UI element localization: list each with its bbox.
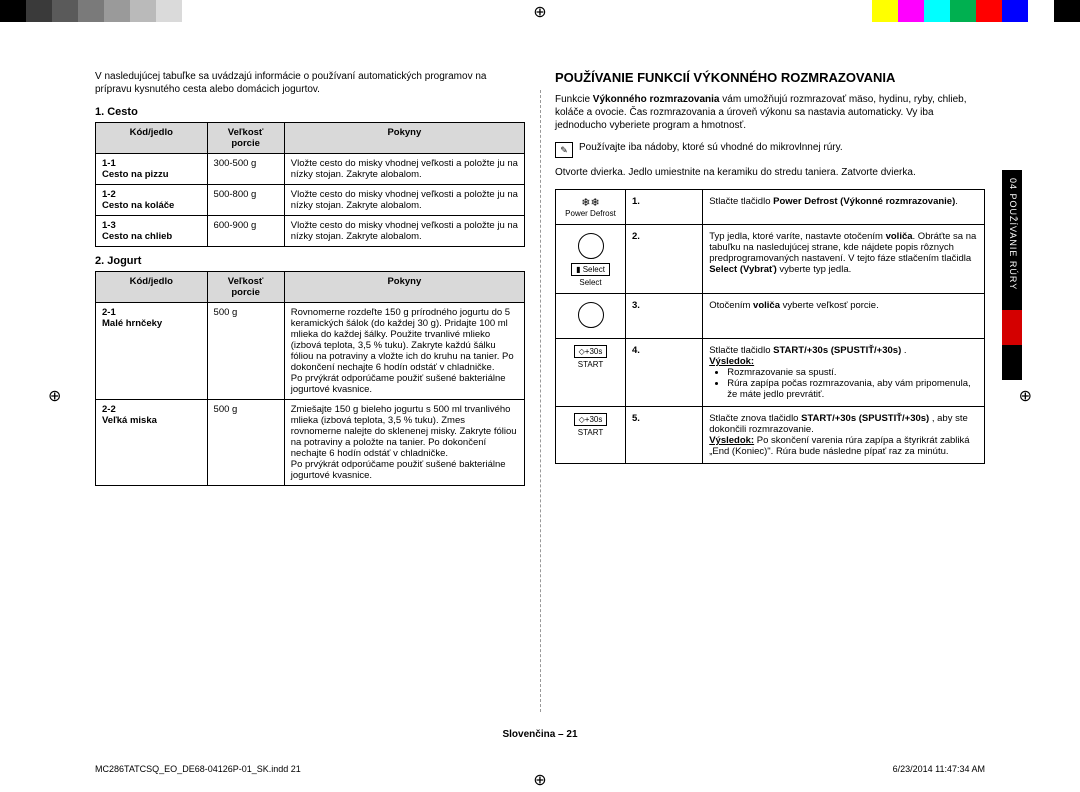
reg-bottom: ⊕	[533, 770, 546, 790]
section1-title: 1. Cesto	[95, 106, 525, 118]
note-row: ✎ Používajte iba nádoby, ktoré sú vhodné…	[555, 142, 985, 158]
column-divider	[540, 90, 541, 712]
th-size: Veľkosť porcie	[207, 123, 284, 154]
footer-left: MC286TATCSQ_EO_DE68-04126P-01_SK.indd 21	[95, 764, 301, 774]
th-size: Veľkosť porcie	[207, 272, 284, 303]
step-icon: ◇+30sSTART	[556, 407, 626, 464]
step-text: Stlačte tlačidlo START/+30s (SPUSTIŤ/+30…	[703, 339, 985, 407]
side-label: 04 POUŽÍVANIE RÚRY	[1008, 178, 1018, 290]
reg-right: ⊕	[1019, 386, 1032, 406]
step-text: Stlačte tlačidlo Power Defrost (Výkonné …	[703, 190, 985, 225]
section2-title: 2. Jogurt	[95, 255, 525, 267]
table-row: 1-3Cesto na chlieb	[96, 216, 208, 247]
step-icon: ◇+30sSTART	[556, 339, 626, 407]
th-code: Kód/jedlo	[96, 123, 208, 154]
table-row: 1-1Cesto na pizzu	[96, 154, 208, 185]
note-icon: ✎	[555, 142, 573, 158]
step-icon: ▮ SelectSelect	[556, 225, 626, 294]
th-inst: Pokyny	[284, 272, 524, 303]
table-row: 2-2Veľká miska	[96, 400, 208, 486]
step-text: Typ jedla, ktoré varíte, nastavte otočen…	[703, 225, 985, 294]
intro-text: V nasledujúcej tabuľke sa uvádzajú infor…	[95, 70, 525, 96]
steps-table: ❄❄Power Defrost1.Stlačte tlačidlo Power …	[555, 189, 985, 464]
footer-center: Slovenčina – 21	[502, 729, 577, 740]
step-icon: ❄❄Power Defrost	[556, 190, 626, 225]
footer-right: 6/23/2014 11:47:34 AM	[893, 764, 985, 774]
left-column: V nasledujúcej tabuľke sa uvádzajú infor…	[95, 70, 525, 752]
table-row: 1-2Cesto na koláče	[96, 185, 208, 216]
step-icon	[556, 294, 626, 339]
step-text: Otočením voliča vyberte veľkosť porcie.	[703, 294, 985, 339]
th-inst: Pokyny	[284, 123, 524, 154]
reg-top: ⊕	[533, 2, 546, 22]
table-row: 2-1Malé hrnčeky	[96, 303, 208, 400]
right-column: POUŽÍVANIE FUNKCIÍ VÝKONNÉHO ROZMRAZOVAN…	[555, 70, 985, 752]
th-code: Kód/jedlo	[96, 272, 208, 303]
note-text: Používajte iba nádoby, ktoré sú vhodné d…	[579, 142, 843, 153]
right-heading: POUŽÍVANIE FUNKCIÍ VÝKONNÉHO ROZMRAZOVAN…	[555, 70, 985, 85]
cesto-table: Kód/jedlo Veľkosť porcie Pokyny 1-1Cesto…	[95, 122, 525, 247]
step-text: Stlačte znova tlačidlo START/+30s (SPUST…	[703, 407, 985, 464]
reg-left: ⊕	[48, 386, 61, 406]
right-intro: Funkcie Výkonného rozmrazovania vám umož…	[555, 93, 985, 132]
jogurt-table: Kód/jedlo Veľkosť porcie Pokyny 2-1Malé …	[95, 271, 525, 486]
open-text: Otvorte dvierka. Jedlo umiestnite na ker…	[555, 166, 985, 179]
